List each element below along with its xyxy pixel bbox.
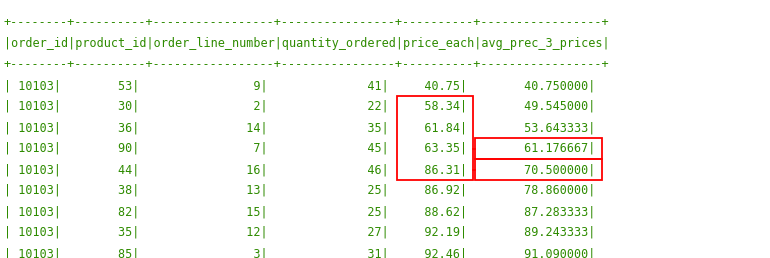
Text: |order_id|product_id|order_line_number|quantity_ordered|price_each|avg_prec_3_pr: |order_id|product_id|order_line_number|q… [4, 37, 610, 50]
Bar [475, 159, 601, 180]
Text: | 10103|        90|                7|              45|     63.35|        61.1766: | 10103| 90| 7| 45| 63.35| 61.1766 [4, 142, 595, 155]
Bar [475, 138, 601, 159]
Text: | 10103|        82|               15|              25|     88.62|        87.2833: | 10103| 82| 15| 25| 88.62| 87.2833 [4, 205, 595, 218]
Text: | 10103|        44|               16|              46|     86.31|        70.5000: | 10103| 44| 16| 46| 86.31| 70.5000 [4, 163, 595, 176]
Text: | 10103|        38|               13|              25|     86.92|        78.8600: | 10103| 38| 13| 25| 86.92| 78.8600 [4, 184, 595, 197]
Bar [397, 96, 474, 180]
Text: +--------+----------+-----------------+----------------+----------+-------------: +--------+----------+-----------------+-… [4, 58, 610, 71]
Text: +--------+----------+-----------------+----------------+----------+-------------: +--------+----------+-----------------+-… [4, 16, 610, 29]
Text: | 10103|        36|               14|              35|     61.84|        53.6433: | 10103| 36| 14| 35| 61.84| 53.6433 [4, 121, 595, 134]
Text: | 10103|        53|                9|              41|     40.75|        40.7500: | 10103| 53| 9| 41| 40.75| 40.7500 [4, 79, 595, 92]
Text: | 10103|        35|               12|              27|     92.19|        89.2433: | 10103| 35| 12| 27| 92.19| 89.2433 [4, 226, 595, 239]
Text: | 10103|        30|                2|              22|     58.34|        49.5450: | 10103| 30| 2| 22| 58.34| 49.5450 [4, 100, 595, 113]
Text: | 10103|        85|                3|              31|     92.46|        91.0900: | 10103| 85| 3| 31| 92.46| 91.0900 [4, 247, 595, 258]
